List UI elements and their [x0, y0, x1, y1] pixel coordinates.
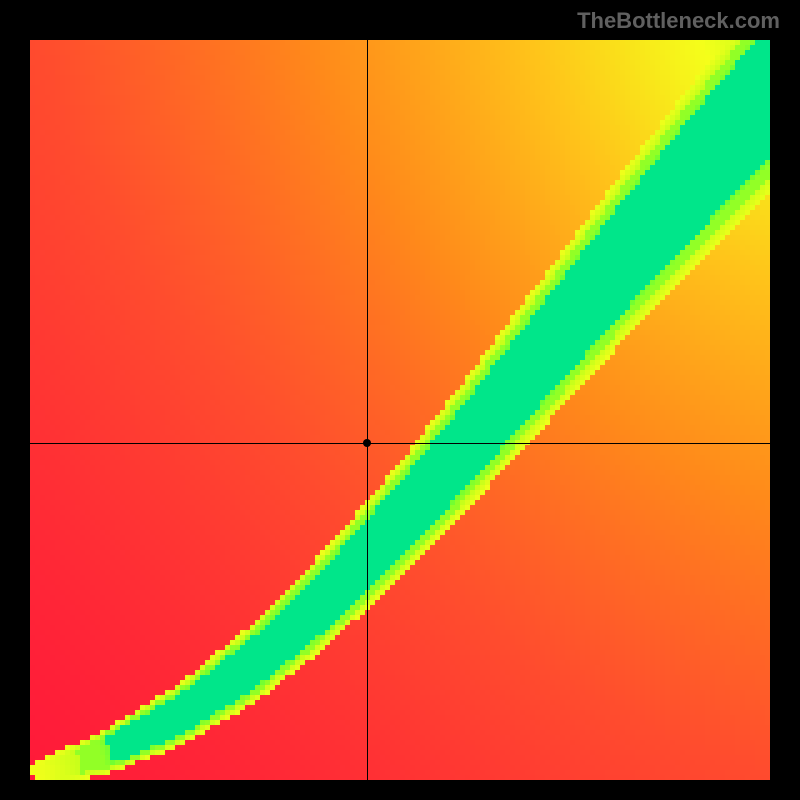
crosshair-marker — [363, 439, 371, 447]
heatmap-canvas — [30, 40, 770, 780]
watermark-text: TheBottleneck.com — [577, 8, 780, 34]
crosshair-vertical — [367, 40, 368, 780]
plot-area — [30, 40, 770, 780]
crosshair-horizontal — [30, 443, 770, 444]
chart-container: TheBottleneck.com — [0, 0, 800, 800]
